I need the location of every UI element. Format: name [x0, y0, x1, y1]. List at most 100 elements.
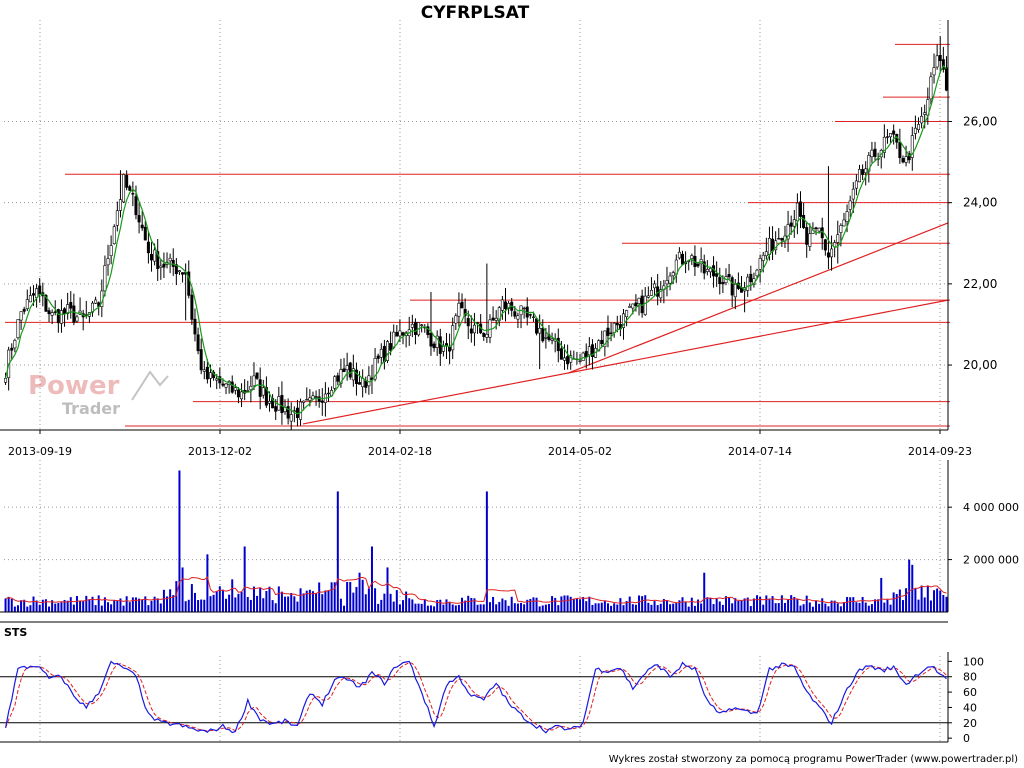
volume-bar: [122, 605, 125, 612]
volume-bar: [190, 584, 193, 612]
candle-body: [559, 348, 563, 360]
volume-bar: [787, 599, 790, 612]
volume-bar: [728, 597, 731, 612]
volume-bar: [339, 598, 342, 612]
candle-body: [258, 379, 262, 397]
candle-body: [16, 319, 20, 339]
volume-bar: [110, 604, 113, 612]
candle-body: [215, 378, 219, 381]
volume-bar: [346, 581, 349, 612]
candle-body: [413, 321, 417, 335]
volume-bar: [162, 589, 165, 612]
candle-body: [190, 294, 194, 320]
volume-bar: [262, 598, 265, 612]
volume-bar: [228, 594, 231, 612]
candle-body: [122, 174, 126, 203]
candle-body: [789, 222, 793, 227]
volume-bar: [26, 606, 29, 612]
volume-bar: [215, 591, 218, 612]
volume-bar: [827, 606, 830, 612]
volume-bar: [926, 585, 929, 612]
volume-bar: [488, 602, 491, 612]
volume-bar: [69, 597, 72, 612]
volume-bar: [883, 602, 886, 612]
candle-body: [233, 387, 237, 391]
candle-body: [513, 311, 517, 317]
volume-bar: [830, 600, 833, 612]
volume-bar: [762, 604, 765, 612]
candle-body: [246, 390, 250, 392]
volume-bar: [159, 603, 162, 612]
candle-body: [898, 142, 902, 158]
logo-word-trader: Trader: [62, 399, 120, 418]
volume-bar: [374, 588, 377, 612]
volume-bar: [349, 581, 352, 612]
volume-bar: [119, 598, 122, 612]
volume-bar: [914, 588, 917, 612]
volume-bar: [901, 600, 904, 612]
volume-bar: [634, 604, 637, 612]
candle-body: [786, 224, 790, 240]
volume-bar: [783, 603, 786, 612]
volume-bar: [765, 595, 768, 612]
candle-body: [348, 362, 352, 378]
candle-body: [50, 312, 54, 316]
volume-bar: [82, 600, 85, 612]
sts-k-line: [5, 660, 947, 734]
candle-body: [609, 332, 613, 334]
volume-bar: [383, 593, 386, 612]
candle-body: [10, 347, 14, 351]
volume-bar: [23, 599, 26, 612]
candle-body: [845, 211, 849, 222]
candle-body: [47, 310, 51, 315]
volume-bar: [777, 603, 780, 612]
candle-body: [503, 301, 507, 310]
volume-bar: [442, 604, 445, 612]
volume-bar: [529, 598, 532, 612]
candle-body: [665, 280, 669, 285]
candle-body: [252, 375, 256, 387]
volume-bar: [588, 596, 591, 612]
volume-bar: [343, 605, 346, 612]
volume-bar: [622, 605, 625, 612]
candle-body: [94, 299, 98, 304]
candle-body: [749, 273, 753, 283]
volume-bar: [88, 599, 91, 612]
volume-bar: [675, 602, 678, 612]
volume-bar: [280, 591, 283, 612]
candle-body: [106, 258, 110, 266]
candle-body: [103, 265, 107, 292]
volume-bar: [566, 595, 569, 612]
volume-bar: [448, 601, 451, 612]
volume-bar: [482, 604, 485, 612]
candle-body: [680, 253, 684, 265]
volume-bar: [644, 595, 647, 612]
volume-bar: [582, 597, 585, 612]
volume-bar: [100, 605, 103, 612]
candle-body: [209, 372, 213, 379]
candle-body: [826, 252, 830, 258]
volume-bar: [858, 602, 861, 612]
candle-body: [727, 273, 731, 278]
candle-body: [721, 282, 725, 285]
volume-bar: [181, 567, 184, 612]
price-tick-label: 20,00: [963, 358, 997, 372]
candle-body: [432, 343, 436, 349]
candle-body: [941, 59, 945, 70]
candle-body: [761, 254, 765, 261]
candle-body: [63, 308, 67, 314]
volume-bar: [874, 599, 877, 612]
candle-body: [932, 67, 936, 76]
candle-body: [125, 174, 129, 188]
candle-body: [792, 219, 796, 227]
volume-bar: [557, 605, 560, 612]
candle-body: [839, 225, 843, 233]
volume-bar: [156, 598, 159, 612]
candle-body: [637, 297, 641, 304]
volume-bar: [563, 595, 566, 612]
candle-body: [873, 148, 877, 157]
volume-bar: [212, 594, 215, 612]
candle-body: [66, 304, 70, 314]
candle-body: [885, 136, 889, 138]
volume-bar: [268, 586, 271, 612]
